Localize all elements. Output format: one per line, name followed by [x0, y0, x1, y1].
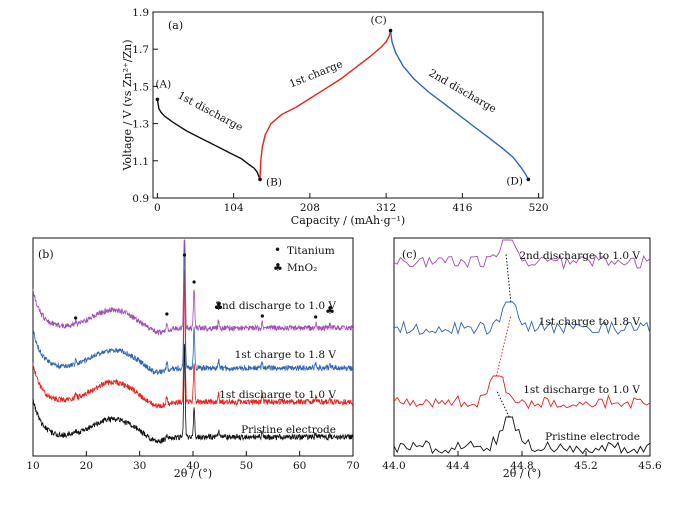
- panel-b-series-line: [32, 269, 354, 409]
- panel-c-series-label: 2nd discharge to 1.0 V: [519, 250, 640, 262]
- panel-c-series-line: [393, 416, 651, 455]
- legend-titanium-symbol: •: [274, 243, 281, 257]
- panel-a-point-marker: [526, 177, 531, 182]
- panel-a-point-label: (A): [155, 78, 171, 90]
- panel-a-point-marker: [155, 97, 160, 102]
- panel-c-x-tick-label: 45.6: [638, 460, 662, 472]
- panel-c-series: [393, 239, 651, 455]
- panel-a-annotations: 1st discharge 1st charge 2nd discharge: [176, 58, 499, 134]
- panel-c-label: (c): [402, 248, 417, 261]
- panel-a-annotation: 1st charge: [288, 58, 345, 90]
- panel-a-y-tick-label: 0.9: [132, 193, 149, 205]
- panel-a-y-tick-label: 1.1: [132, 156, 149, 168]
- panel-a-y-axis-label: Voltage / V (vs Zn²⁺/Zn): [121, 39, 134, 171]
- panel-b-series-label: 1st discharge to 1.0 V: [219, 389, 336, 401]
- panel-c-series-line: [393, 375, 651, 410]
- panel-a-x-tick-label: 0: [154, 202, 161, 214]
- panel-b-x-axis-label: 2θ / (°): [174, 467, 212, 480]
- panel-a-x-tick-label: 520: [529, 202, 549, 214]
- panel-b-series-label: 2nd discharge to 1.0 V: [215, 300, 336, 312]
- panel-b-series-label: 1st charge to 1.8 V: [235, 349, 337, 361]
- panel-a-point-label: (C): [371, 15, 387, 27]
- panel-a-point-label: (B): [266, 176, 282, 188]
- panel-c-peak-guide: [505, 253, 512, 303]
- panel-b-titanium-marker: [182, 253, 187, 257]
- panel-b-x-tick-label: 10: [26, 460, 39, 472]
- panel-b-x-tick-label: 50: [240, 460, 253, 472]
- panel-c-peak-guide: [495, 315, 512, 377]
- panel-c-series-label: 1st discharge to 1.0 V: [523, 384, 640, 396]
- panel-a-point-marker: [388, 28, 393, 33]
- panel-b-legend: • Titanium ♣ MnO₂: [273, 243, 335, 274]
- panel-c-series-line: [393, 301, 651, 336]
- panel-b-mno2-marker: ♣: [214, 300, 224, 313]
- panel-a-point-label: (D): [506, 175, 523, 187]
- panel-a-y-tick-label: 1.7: [132, 44, 149, 56]
- panel-b-x-tick-label: 40: [186, 460, 199, 472]
- panel-c-peak-guide: [495, 389, 510, 418]
- panel-a-y-tick-label: 1.3: [132, 119, 149, 131]
- panel-a-series: [156, 30, 529, 180]
- panel-b-titanium-marker: [314, 315, 318, 319]
- panel-c-x-tick-label: 44.8: [510, 460, 533, 472]
- panel-c-x-tick-label: 44.4: [446, 460, 470, 472]
- panel-b-series-line: [32, 343, 354, 444]
- panel-c-peak-guides: [495, 253, 512, 418]
- panel-b-titanium-marker: [260, 314, 264, 318]
- panel-a-series-line: [259, 30, 392, 180]
- panel-c-x-tick-label: 44.0: [382, 460, 405, 472]
- panel-b-x-tick-label: 70: [346, 460, 359, 472]
- panel-b-label: (b): [38, 248, 54, 261]
- panel-b-titanium-marker: [192, 280, 196, 284]
- panel-c: 44.0 44.4 44.8 45.2 45.6 Pristine electrode 1…: [382, 237, 662, 480]
- panel-a-annotation: 2nd discharge: [427, 67, 499, 115]
- panel-b-x-ticks: 10 20 30 40 50 60 70: [26, 451, 360, 472]
- panel-c-series-label: Pristine electrode: [545, 431, 640, 443]
- panel-a-annotation: 1st discharge: [176, 89, 245, 133]
- panel-b-titanium-marker: [165, 312, 169, 316]
- panel-b-series-line: [32, 239, 354, 336]
- panel-c-series-labels: Pristine electrode 1st discharge to 1.0 V…: [519, 250, 640, 443]
- panel-b-peak-markers: ♣ ♣: [74, 253, 335, 320]
- panel-a-y-tick-label: 1.5: [132, 81, 149, 93]
- panel-a-x-tick-label: 312: [376, 202, 396, 214]
- panel-b: 10 20 30 40 50 60 70 ♣ ♣ Pristine electrode1st …: [26, 237, 360, 480]
- panel-a-series-line: [156, 99, 261, 180]
- panel-a-y-tick-label: 1.9: [132, 7, 149, 19]
- panel-b-series-labels: Pristine electrode 1st discharge to 1.0 V…: [215, 300, 336, 436]
- panel-b-series-line: [32, 240, 354, 376]
- panel-c-frame: [393, 237, 651, 457]
- legend-mno2-label: MnO₂: [287, 262, 317, 274]
- panel-b-mno2-marker: ♣: [325, 304, 335, 317]
- panel-b-x-tick-label: 30: [133, 460, 146, 472]
- panel-a-series-line: [389, 30, 529, 180]
- legend-titanium-label: Titanium: [287, 245, 335, 257]
- panel-a-x-axis-label: Capacity / (mAh·g⁻¹): [291, 214, 405, 227]
- panel-a: 0 104 208 312 416 520 0.91.11.31.51.71.9 (A)(…: [121, 7, 549, 227]
- panel-c-x-axis-label: 2θ / (°): [503, 467, 541, 480]
- panel-b-series-label: Pristine electrode: [241, 424, 336, 436]
- panel-c-x-tick-label: 45.2: [574, 460, 597, 472]
- panel-b-titanium-marker: [74, 316, 78, 320]
- panel-b-x-tick-label: 20: [80, 460, 93, 472]
- panel-a-label: (a): [168, 19, 183, 32]
- panel-b-series: [32, 239, 354, 444]
- panel-c-series-label: 1st charge to 1.8 V: [539, 316, 641, 328]
- panel-a-x-tick-label: 208: [300, 202, 320, 214]
- panel-c-series-line: [393, 239, 651, 271]
- panel-a-points: (A) (B) (C) (D): [155, 15, 531, 188]
- panel-a-frame: [152, 11, 544, 199]
- panel-a-x-tick-label: 104: [224, 202, 244, 214]
- panel-a-point-marker: [258, 177, 262, 182]
- panel-a-y-ticks: 0.9 1.1 1.3 1.5 1.7 1.9: [132, 7, 158, 205]
- panel-b-x-tick-label: 60: [293, 460, 306, 472]
- panel-a-x-tick-label: 416: [452, 202, 472, 214]
- legend-mno2-symbol: ♣: [273, 261, 283, 274]
- panel-c-x-ticks: 44.0 44.4 44.8 45.2 45.6: [382, 451, 662, 472]
- panel-a-x-ticks: 0 104 208 312 416 520: [154, 193, 549, 214]
